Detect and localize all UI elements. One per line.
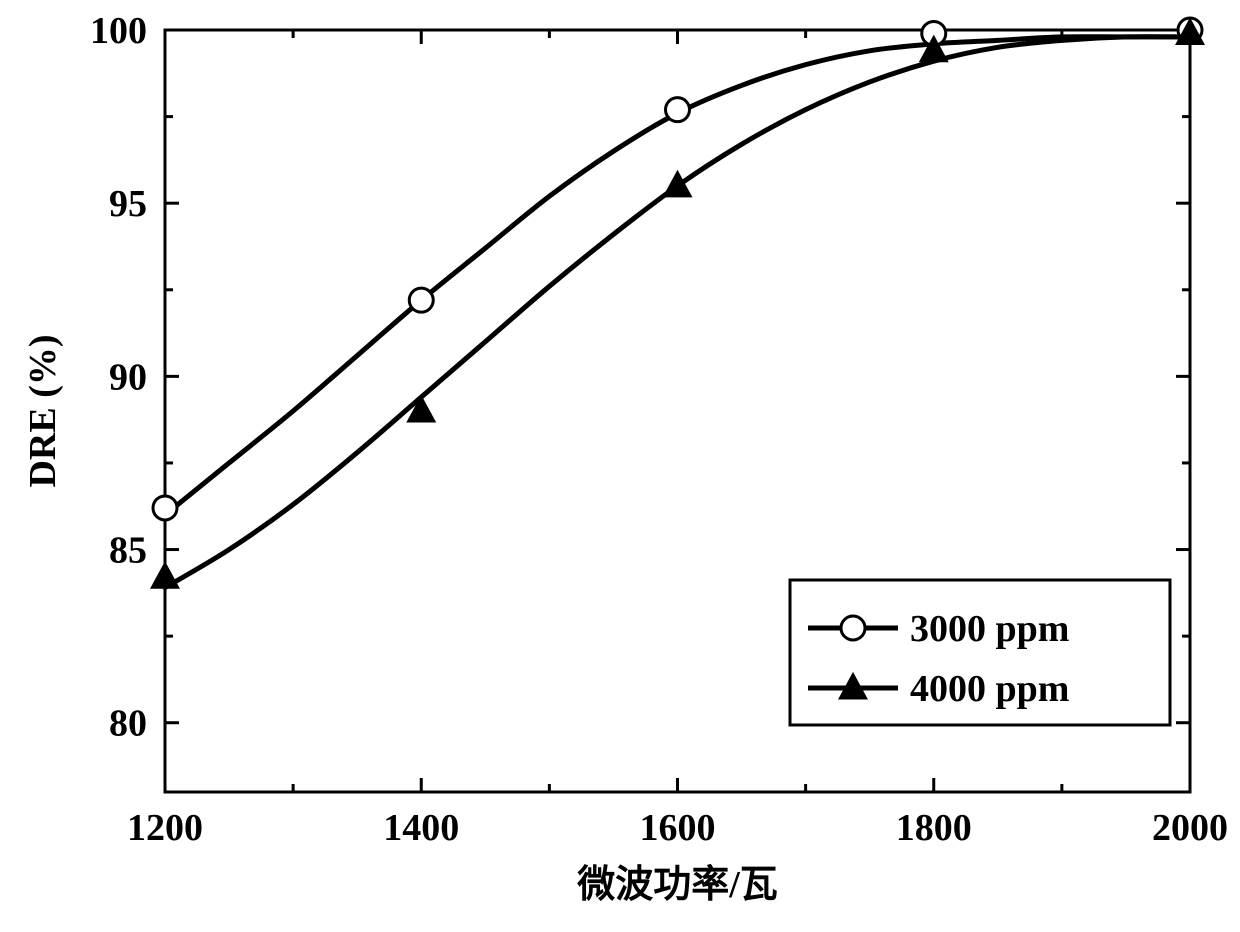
legend: 3000 ppm 4000 ppm <box>790 580 1170 725</box>
x-tick-label: 2000 <box>1152 807 1228 849</box>
y-tick-label: 85 <box>109 530 147 572</box>
line-chart: 1200 1400 1600 1800 2000 80 85 90 95 100 微波功率/瓦 DRE… <box>0 0 1240 932</box>
x-axis-label: 微波功率/瓦 <box>576 864 778 906</box>
marker-circle-icon <box>841 616 865 640</box>
x-tick-label: 1600 <box>640 807 716 849</box>
y-tick-label: 95 <box>109 183 147 225</box>
marker-circle-icon <box>409 288 433 312</box>
x-tick-label: 1400 <box>383 807 459 849</box>
legend-label: 3000 ppm <box>910 608 1069 650</box>
x-tick-label: 1200 <box>127 807 203 849</box>
y-tick-label: 90 <box>109 356 147 398</box>
y-axis-label: DRE (%) <box>22 334 64 487</box>
y-tick-label: 100 <box>90 10 147 52</box>
marker-circle-icon <box>153 496 177 520</box>
x-tick-label: 1800 <box>896 807 972 849</box>
chart-container: 1200 1400 1600 1800 2000 80 85 90 95 100 微波功率/瓦 DRE… <box>0 0 1240 932</box>
marker-circle-icon <box>666 98 690 122</box>
y-tick-label: 80 <box>109 703 147 745</box>
legend-label: 4000 ppm <box>910 668 1069 710</box>
